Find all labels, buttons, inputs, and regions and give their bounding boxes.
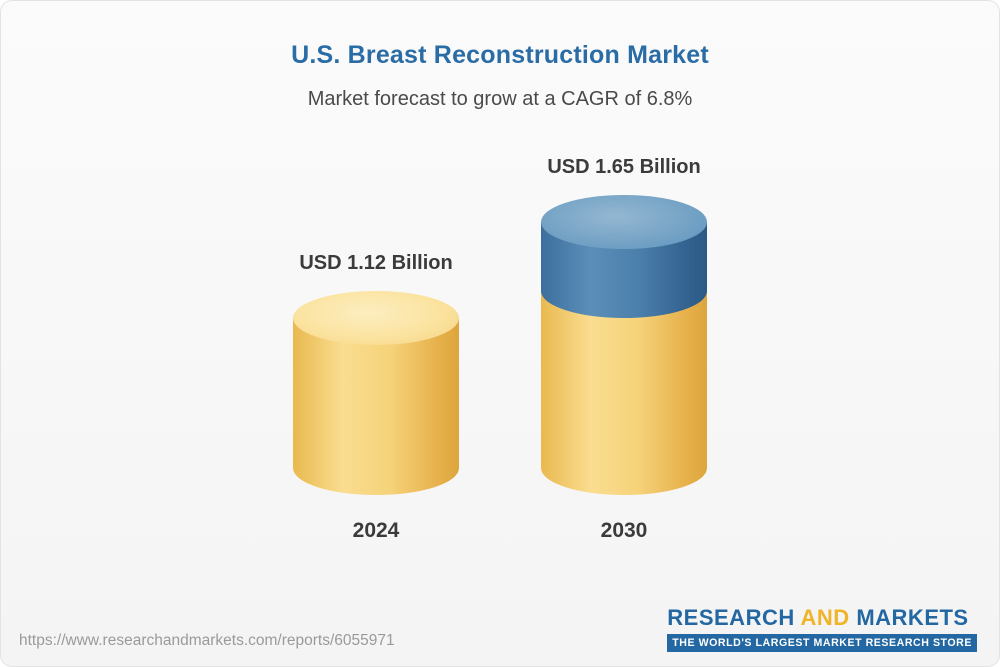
bar-2030: [541, 195, 707, 495]
bar-group-2024: USD 1.12 Billion 2024: [293, 252, 459, 543]
value-label-2024: USD 1.12 Billion: [299, 252, 453, 274]
cylinder-body-2024: [293, 318, 459, 495]
bar-2024: [293, 291, 459, 495]
chart-header: U.S. Breast Reconstruction Market Market…: [1, 1, 999, 111]
chart-subtitle: Market forecast to grow at a CAGR of 6.8…: [307, 88, 693, 110]
company-logo: RESEARCH AND MARKETS THE WORLD'S LARGEST…: [667, 605, 977, 652]
chart-title: U.S. Breast Reconstruction Market: [291, 41, 709, 69]
company-logo-text: RESEARCH AND MARKETS: [667, 605, 977, 631]
company-logo-tagline: THE WORLD'S LARGEST MARKET RESEARCH STOR…: [667, 634, 977, 652]
x-tick-2030: 2030: [600, 519, 648, 542]
logo-word-and: AND: [800, 605, 850, 630]
cylinder-top-ellipse-2030: [541, 195, 707, 249]
plot-area: USD 1.12 Billion 2024 USD 1.65 Billion 2…: [1, 111, 999, 543]
logo-word-research: RESEARCH: [667, 605, 795, 630]
x-tick-2024: 2024: [352, 519, 400, 542]
cylinder-top-ellipse-2024: [293, 291, 459, 345]
logo-word-markets: MARKETS: [856, 605, 969, 630]
value-label-2030: USD 1.65 Billion: [547, 156, 701, 178]
bar-group-2030: USD 1.65 Billion 2030: [541, 156, 707, 543]
source-url-link[interactable]: https://www.researchandmarkets.com/repor…: [19, 632, 395, 649]
